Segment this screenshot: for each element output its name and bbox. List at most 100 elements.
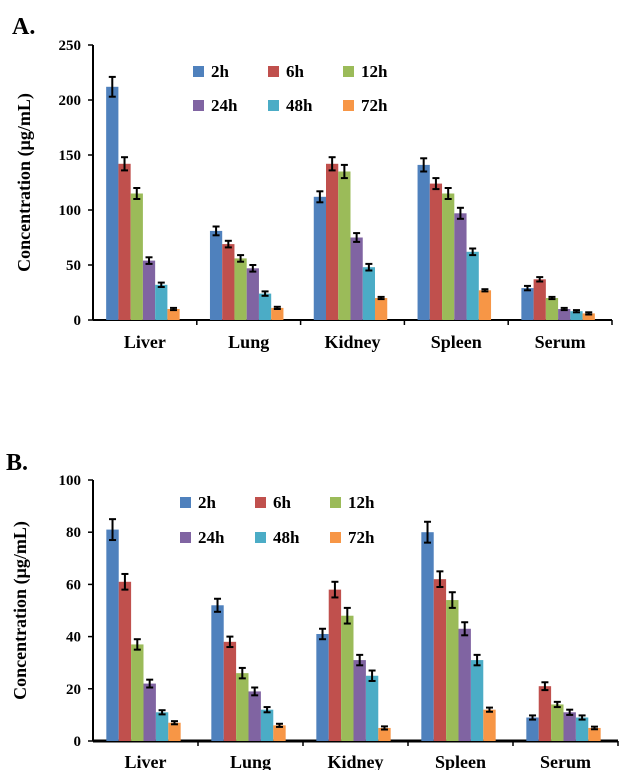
error-bar xyxy=(529,714,537,721)
y-tick-label: 150 xyxy=(59,148,82,164)
category-label: Serum xyxy=(540,752,591,770)
legend-label: 2h xyxy=(211,62,230,81)
legend-swatch xyxy=(268,100,279,111)
error-bar xyxy=(356,653,364,667)
error-bar xyxy=(541,681,549,692)
bar xyxy=(246,268,259,320)
error-bar xyxy=(340,163,348,180)
legend-swatch xyxy=(330,497,341,508)
bar xyxy=(143,683,156,741)
bar xyxy=(478,290,492,320)
error-bar xyxy=(444,187,452,200)
error-bar xyxy=(263,706,271,714)
error-bar xyxy=(377,295,385,301)
bar xyxy=(155,284,168,320)
error-bar xyxy=(133,187,141,200)
bar xyxy=(167,309,180,320)
bar xyxy=(466,251,479,320)
bar xyxy=(248,691,261,741)
error-bar xyxy=(380,725,388,731)
error-bar xyxy=(485,706,493,713)
error-bar xyxy=(261,290,269,297)
bar xyxy=(483,709,496,741)
error-bar xyxy=(170,720,178,726)
error-bar xyxy=(365,262,373,272)
bar xyxy=(521,288,534,320)
bar xyxy=(328,589,342,741)
bar xyxy=(353,660,366,741)
error-bar xyxy=(237,254,245,263)
error-bar xyxy=(553,700,561,709)
legend-label: 48h xyxy=(286,96,313,115)
category-label: Spleen xyxy=(431,332,482,352)
legend-label: 2h xyxy=(198,493,217,512)
bar xyxy=(131,644,144,741)
error-bar xyxy=(319,627,327,641)
legend-label: 72h xyxy=(348,528,375,547)
bar xyxy=(442,193,455,320)
error-bar xyxy=(469,247,477,257)
category-label: Serum xyxy=(535,332,586,352)
bar xyxy=(168,722,181,741)
category-label: Lung xyxy=(228,332,269,352)
chart-panel-b: B. Concentration (µg/mL) 0 20 40 60 80 100 Liver… xyxy=(6,450,619,770)
error-bar xyxy=(566,708,574,716)
category-label: Spleen xyxy=(435,752,486,770)
bar xyxy=(260,709,274,741)
error-bar xyxy=(523,284,531,292)
bar xyxy=(341,615,354,741)
y-tick-label: 60 xyxy=(66,577,81,593)
error-bar xyxy=(572,309,580,314)
legend-label: 6h xyxy=(273,493,292,512)
legend: 2h 6h 12h 24h 48h 72h xyxy=(180,493,375,547)
error-bar xyxy=(158,709,166,716)
legend-swatch xyxy=(180,532,191,543)
legend: 2h 6h 12h 24h 48h 72h xyxy=(193,62,388,115)
error-bar xyxy=(536,276,544,283)
bar xyxy=(365,675,379,741)
bar xyxy=(417,164,430,320)
y-tick-label: 100 xyxy=(59,203,82,219)
error-bar xyxy=(456,206,464,220)
bar xyxy=(326,163,339,320)
bar xyxy=(106,86,119,320)
category-label: Kidney xyxy=(327,752,383,770)
panel-label: B. xyxy=(6,450,28,476)
bar xyxy=(350,237,363,320)
bar xyxy=(538,686,552,741)
error-bar xyxy=(424,520,432,544)
legend-label: 12h xyxy=(361,62,388,81)
bar xyxy=(234,258,247,320)
error-bar xyxy=(238,666,246,680)
bar xyxy=(575,717,589,741)
error-bar xyxy=(473,653,481,667)
bar xyxy=(258,293,272,320)
bar xyxy=(458,628,471,741)
error-bar xyxy=(121,156,129,172)
error-bar xyxy=(146,678,154,689)
bar xyxy=(142,260,156,320)
y-tick-label: 0 xyxy=(74,734,82,750)
category-label: Liver xyxy=(125,752,167,770)
y-tick-label: 50 xyxy=(66,258,81,274)
error-bar xyxy=(331,580,339,599)
bar xyxy=(588,727,601,741)
legend-label: 6h xyxy=(286,62,305,81)
error-bar xyxy=(157,281,165,288)
error-bar xyxy=(548,295,556,301)
bar xyxy=(273,725,286,741)
legend-label: 72h xyxy=(361,96,388,115)
legend-swatch xyxy=(193,100,204,111)
bar xyxy=(130,193,143,320)
y-tick-label: 20 xyxy=(66,682,81,698)
legend-swatch xyxy=(193,66,204,77)
bar xyxy=(470,660,484,741)
bar xyxy=(118,581,132,741)
error-bar xyxy=(461,621,469,637)
error-bar xyxy=(448,591,456,609)
category-label: Kidney xyxy=(324,332,380,352)
bar xyxy=(533,279,546,320)
bar xyxy=(223,641,237,741)
bar xyxy=(118,163,131,320)
